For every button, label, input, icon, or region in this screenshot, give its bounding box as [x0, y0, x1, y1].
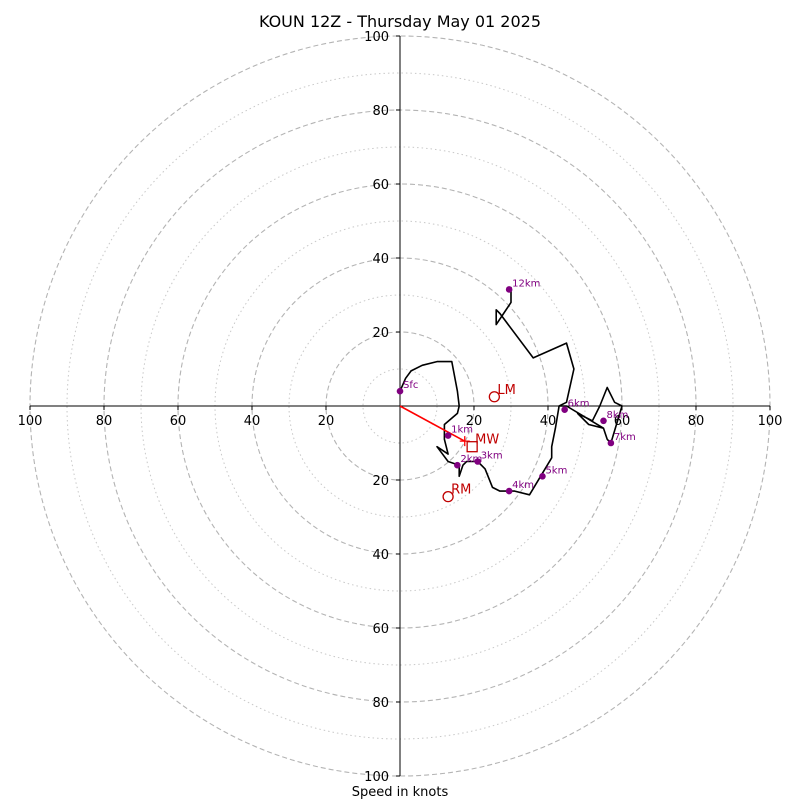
height-marker-dot [539, 473, 546, 480]
x-tick-label: 20 [466, 414, 483, 429]
height-marker-label: 6km [568, 399, 590, 410]
y-tick-label: 80 [372, 104, 389, 119]
height-marker-label: 4km [512, 480, 534, 491]
hodograph-line [399, 286, 575, 496]
y-tick-label: 60 [372, 178, 389, 193]
storm-motion-markers: LM MW RM [442, 383, 516, 503]
height-marker-dot [454, 461, 461, 469]
y-tick-label: 20 [372, 326, 389, 341]
x-tick-label: 60 [170, 414, 187, 429]
shear-vector-line [399, 405, 466, 442]
x-tick-label: 100 [758, 414, 783, 429]
y-tick-label: 80 [372, 696, 389, 711]
height-marker-dot [607, 439, 615, 447]
height-marker-label: 3km [481, 451, 503, 462]
height-marker-label: 7km [614, 432, 636, 443]
storm-motion-label: RM [451, 483, 471, 498]
x-tick-label: 80 [96, 414, 113, 429]
storm-motion-label: MW [475, 433, 499, 448]
x-tick-label: 20 [318, 414, 335, 429]
x-axis-label: Speed in knots [352, 785, 449, 800]
height-marker-label: 2km [460, 454, 482, 465]
storm-motion-label: LM [497, 383, 515, 398]
y-tick-label: 100 [364, 770, 389, 785]
height-marker-dot [444, 432, 452, 439]
height-marker-dot [505, 487, 513, 495]
height-marker-label: 12km [512, 278, 540, 289]
storm-motion-circle [442, 490, 454, 503]
height-marker-dot [396, 387, 404, 395]
y-tick-label: 40 [372, 252, 389, 267]
x-tick-label: 100 [18, 414, 43, 429]
height-marker-label: 1km [451, 425, 473, 436]
y-tick-label: 20 [372, 474, 389, 489]
y-tick-label: 40 [372, 548, 389, 563]
storm-motion-square [466, 441, 478, 453]
y-tick-label: 100 [364, 30, 389, 45]
x-tick-label: 40 [244, 414, 261, 429]
height-marker-dot [561, 406, 568, 414]
height-marker-label: 5km [545, 465, 567, 476]
y-tick-label: 60 [372, 622, 389, 637]
height-marker-dot [474, 458, 482, 465]
height-marker-label: 8km [607, 410, 629, 421]
storm-motion-circle [488, 391, 501, 403]
x-tick-label: 40 [540, 414, 557, 429]
x-tick-label: 80 [688, 414, 705, 429]
height-marker-dot [600, 417, 607, 425]
height-marker-dot [505, 286, 513, 293]
chart-title: KOUN 12Z - Thursday May 01 2025 [259, 12, 541, 31]
tick-labels: 100 80 60 40 20 20 40 60 80 100100806040202040608… [18, 30, 783, 785]
hodograph-line-upper [559, 386, 623, 444]
height-marker-label: Sfc [403, 380, 418, 391]
